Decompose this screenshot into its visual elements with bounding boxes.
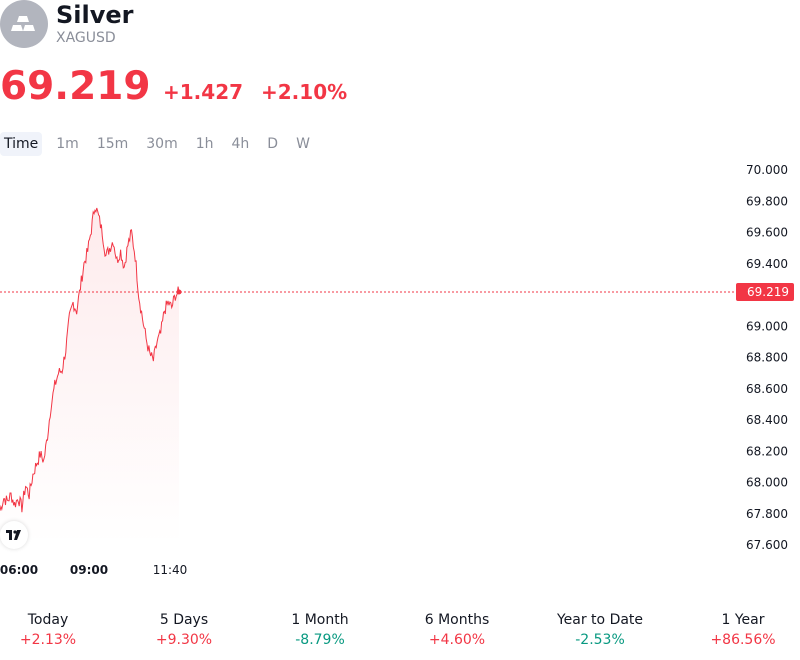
performance-item[interactable]: 5 Days +9.30% [124, 610, 244, 650]
performance-label: 5 Days [159, 612, 209, 628]
timeframe-tabs: Time 1m 15m 30m 1h 4h D W [0, 132, 324, 156]
performance-item[interactable]: 1 Month -8.79% [260, 610, 380, 650]
x-tick-label: 06:00 [0, 563, 38, 577]
chart-area-fill [0, 208, 179, 545]
y-tick-label: 70.000 [746, 163, 788, 177]
x-tick-label: 09:00 [70, 563, 108, 577]
tab-1h[interactable]: 1h [195, 136, 214, 152]
tab-4h[interactable]: 4h [231, 136, 250, 152]
performance-item[interactable]: 1 Year +86.56% [683, 610, 800, 650]
last-price-label: 69.219 [747, 285, 789, 299]
tab-time[interactable]: Time [0, 132, 43, 156]
performance-value: +86.56% [710, 632, 776, 648]
y-tick-label: 69.600 [746, 226, 788, 240]
tab-30m[interactable]: 30m [146, 136, 178, 152]
tab-1m[interactable]: 1m [56, 136, 79, 152]
y-tick-label: 69.400 [746, 257, 788, 271]
performance-value: -2.53% [575, 632, 625, 648]
y-tick-label: 68.200 [746, 444, 788, 458]
price-change: +1.427 [163, 80, 244, 104]
performance-label: Year to Date [556, 612, 644, 628]
y-tick-label: 67.800 [746, 507, 788, 521]
performance-item[interactable]: 6 Months +4.60% [397, 610, 517, 650]
performance-item[interactable]: Today +2.13% [0, 610, 108, 650]
performance-label: 1 Month [291, 612, 349, 628]
performance-row: Today +2.13% 5 Days +9.30% 1 Month -8.79% 6 Mo… [0, 610, 800, 650]
y-tick-label: 68.000 [746, 476, 788, 490]
price-chart[interactable]: 70.000 69.800 69.600 69.400 69.000 68.800 68.6… [0, 160, 800, 580]
price-axis: 70.000 69.800 69.600 69.400 69.000 68.800 68.6… [746, 163, 788, 552]
last-price-dot [176, 289, 182, 295]
performance-label: 1 Year [721, 612, 765, 628]
performance-label: 6 Months [424, 612, 490, 628]
symbol-ticker: XAGUSD [56, 30, 116, 46]
y-tick-label: 68.400 [746, 413, 788, 427]
symbol-name: Silver [56, 1, 134, 29]
price-change-percent: +2.10% [261, 80, 348, 104]
performance-label: Today [27, 612, 69, 628]
y-tick-label: 68.800 [746, 351, 788, 365]
performance-value: +4.60% [428, 632, 486, 648]
tradingview-logo-icon[interactable] [0, 521, 28, 549]
tab-w[interactable]: W [296, 136, 310, 152]
performance-value: +2.13% [19, 632, 77, 648]
performance-value: +9.30% [155, 632, 213, 648]
last-price-label-bg [736, 283, 794, 302]
y-tick-label: 69.000 [746, 319, 788, 333]
y-tick-label: 67.600 [746, 538, 788, 552]
y-tick-label: 68.600 [746, 382, 788, 396]
symbol-header: Silver XAGUSD [0, 0, 800, 50]
tab-d[interactable]: D [267, 136, 279, 152]
chart-series-line [0, 207, 180, 513]
performance-value: -8.79% [295, 632, 345, 648]
time-axis: 06:00 09:00 11:40 [0, 563, 187, 577]
tab-15m[interactable]: 15m [96, 136, 129, 152]
silver-bars-icon [0, 0, 48, 48]
last-price: 69.219 [0, 64, 151, 109]
performance-item[interactable]: Year to Date -2.53% [540, 610, 660, 650]
y-tick-label: 69.800 [746, 194, 788, 208]
x-tick-label: 11:40 [153, 563, 188, 577]
